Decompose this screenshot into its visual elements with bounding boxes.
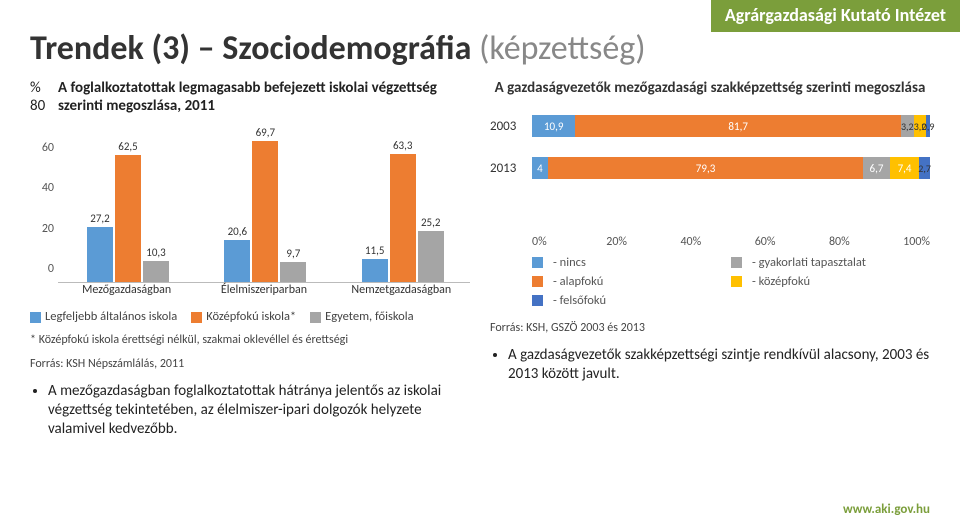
x-tick: 0% bbox=[532, 235, 606, 249]
bar: 20,6 bbox=[224, 240, 250, 282]
right-col: A gazdaságvezetők mezőgazdasági szakképz… bbox=[490, 79, 930, 439]
right-stacked-chart: 200310,981,73,23,20,92013479,36,77,42,7 bbox=[490, 115, 930, 235]
bar: 63,3 bbox=[390, 154, 416, 282]
stack-year-label: 2013 bbox=[490, 161, 532, 176]
bar-group: 11,563,325,2 bbox=[345, 154, 460, 282]
bar-value: 11,5 bbox=[362, 244, 388, 257]
x-tick: 80% bbox=[829, 235, 903, 249]
bar-group: 27,262,510,3 bbox=[70, 155, 185, 282]
x-label: Mezőgazdaságban bbox=[58, 283, 195, 301]
stack-segment: 6,7 bbox=[863, 157, 890, 179]
stack-row: 2013479,36,77,42,7 bbox=[490, 157, 930, 179]
bar: 10,3 bbox=[143, 261, 169, 282]
bar: 27,2 bbox=[87, 227, 113, 282]
right-x-axis: 0%20%40%60%80%100% bbox=[532, 235, 930, 249]
x-tick: 60% bbox=[755, 235, 829, 249]
legend-label: - középfokú bbox=[752, 274, 810, 289]
bar-value: 25,2 bbox=[418, 216, 444, 229]
legend-swatch bbox=[310, 312, 321, 323]
bar: 25,2 bbox=[418, 231, 444, 282]
bar-value: 9,7 bbox=[280, 247, 306, 260]
columns: % 80 A foglalkoztatottak legmagasabb bef… bbox=[30, 79, 930, 439]
legend-item: - alapfokú bbox=[532, 274, 731, 289]
bar-group: 20,669,79,7 bbox=[208, 141, 323, 282]
legend-swatch bbox=[532, 276, 543, 287]
left-subtitle: A foglalkoztatottak legmagasabb befejeze… bbox=[58, 79, 470, 115]
left-legend: Legfeljebb általános iskola Középfokú isk… bbox=[30, 309, 470, 324]
legend-item: - középfokú bbox=[731, 274, 930, 289]
left-col: % 80 A foglalkoztatottak legmagasabb bef… bbox=[30, 79, 470, 439]
title-paren: (képzettség) bbox=[479, 28, 645, 69]
legend-item: - gyakorlati tapasztalat bbox=[731, 255, 930, 270]
pct-label: % bbox=[30, 79, 52, 97]
legend-swatch bbox=[191, 312, 202, 323]
y-tick: 0 bbox=[30, 262, 54, 276]
stack-segment: 3,2 bbox=[901, 115, 914, 137]
stack-row: 200310,981,73,23,20,9 bbox=[490, 115, 930, 137]
y-tick: 40 bbox=[30, 181, 54, 195]
stack-segment: 4 bbox=[532, 157, 548, 179]
right-subtitle: A gazdaságvezetők mezőgazdasági szakképz… bbox=[490, 79, 930, 97]
ytick-80: 80 bbox=[30, 97, 52, 115]
bar: 11,5 bbox=[362, 259, 388, 282]
legend-label: - felsőfokú bbox=[553, 293, 606, 308]
legend-item: - felsőfokú bbox=[532, 293, 731, 308]
stack-bar: 479,36,77,42,7 bbox=[532, 157, 930, 179]
bar: 9,7 bbox=[280, 262, 306, 282]
left-footnote: * Középfokú iskola érettségi nélkül, sza… bbox=[30, 332, 470, 348]
left-source: Forrás: KSH Népszámlálás, 2011 bbox=[30, 356, 470, 372]
legend-item: Egyetem, főiskola bbox=[310, 309, 413, 324]
legend-label: - nincs bbox=[553, 255, 586, 270]
right-bullet: A gazdaságvezetők szakképzettségi szintj… bbox=[508, 346, 930, 384]
legend-label: - gyakorlati tapasztalat bbox=[752, 255, 866, 270]
right-legend: - nincs - gyakorlati tapasztalat - alapfok… bbox=[532, 255, 930, 308]
stack-segment: 81,7 bbox=[575, 115, 900, 137]
legend-swatch bbox=[30, 312, 41, 323]
plot-area: 27,262,510,320,669,79,711,563,325,2 bbox=[58, 121, 470, 283]
legend-swatch bbox=[731, 276, 742, 287]
x-tick: 40% bbox=[680, 235, 754, 249]
right-source: Forrás: KSH, GSZÖ 2003 és 2013 bbox=[490, 320, 930, 336]
bar-value: 20,6 bbox=[224, 225, 250, 238]
stack-year-label: 2003 bbox=[490, 119, 532, 134]
stack-segment: 0,9 bbox=[926, 115, 930, 137]
legend-swatch bbox=[532, 257, 543, 268]
stack-segment: 7,4 bbox=[890, 157, 919, 179]
legend-item: Legfeljebb általános iskola bbox=[30, 309, 177, 324]
left-bar-chart: 0204060 27,262,510,320,669,79,711,563,32… bbox=[30, 121, 470, 301]
bar-value: 62,5 bbox=[115, 140, 141, 153]
left-subtitle-row: % 80 A foglalkoztatottak legmagasabb bef… bbox=[30, 79, 470, 115]
left-bullets: A mezőgazdaságban foglalkoztatottak hátr… bbox=[30, 382, 470, 438]
stack-segment: 2,7 bbox=[919, 157, 930, 179]
title-main: Trendek (3) – Szociodemográfia bbox=[30, 28, 479, 69]
right-bullets: A gazdaságvezetők szakképzettségi szintj… bbox=[490, 346, 930, 384]
y-tick: 60 bbox=[30, 141, 54, 155]
slide: Agrárgazdasági Kutató Intézet Trendek (3… bbox=[0, 0, 960, 523]
stack-segment: 79,3 bbox=[548, 157, 863, 179]
stack-segment: 10,9 bbox=[532, 115, 575, 137]
legend-label: - alapfokú bbox=[553, 274, 603, 289]
stack-bar: 10,981,73,23,20,9 bbox=[532, 115, 930, 137]
legend-item: - nincs bbox=[532, 255, 731, 270]
legend-swatch bbox=[731, 257, 742, 268]
bar-value: 63,3 bbox=[390, 139, 416, 152]
x-labels: MezőgazdaságbanÉlelmiszeriparbanNemzetga… bbox=[58, 283, 470, 301]
slide-title: Trendek (3) – Szociodemográfia (képzetts… bbox=[30, 28, 930, 69]
bar-value: 69,7 bbox=[252, 126, 278, 139]
bar: 69,7 bbox=[252, 141, 278, 282]
left-bullet: A mezőgazdaságban foglalkoztatottak hátr… bbox=[48, 382, 470, 438]
y-axis: 0 20 40 60 bbox=[30, 121, 54, 283]
y-tick: 20 bbox=[30, 222, 54, 236]
x-tick: 100% bbox=[903, 235, 930, 249]
x-label: Nemzetgazdaságban bbox=[333, 283, 470, 301]
x-label: Élelmiszeriparban bbox=[195, 283, 332, 301]
legend-item: Középfokú iskola* bbox=[191, 309, 296, 324]
header-org: Agrárgazdasági Kutató Intézet bbox=[711, 0, 960, 32]
bar-value: 10,3 bbox=[143, 246, 169, 259]
x-tick: 20% bbox=[606, 235, 680, 249]
bar: 62,5 bbox=[115, 155, 141, 282]
legend-swatch bbox=[532, 295, 543, 306]
bar-value: 27,2 bbox=[87, 212, 113, 225]
footer-url: www.aki.gov.hu bbox=[843, 502, 930, 517]
